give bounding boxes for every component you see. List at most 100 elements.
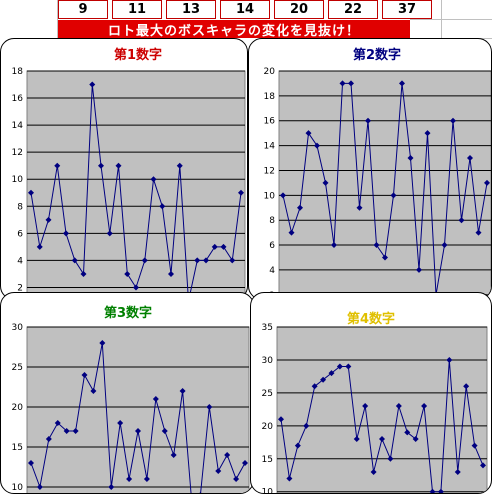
data-point [238,189,244,196]
chart-svg-4: 第4数字 10 15 20 25 30 35 [262,311,488,494]
number-cell[interactable]: 37 [382,0,432,19]
y-tick-label: 4 [17,256,23,266]
data-point [294,442,301,449]
data-point [348,80,354,87]
data-point [458,217,465,224]
data-point [63,428,70,434]
chart-title: 第4数字 [347,311,395,327]
data-point [90,388,97,394]
y-tick-label: 20 [262,422,274,432]
data-point [106,230,113,237]
data-point [229,257,236,264]
y-tick-label: 15 [262,455,273,465]
data-point [288,229,295,236]
data-point [303,422,310,429]
data-point [390,192,397,199]
number-cell[interactable]: 9 [58,0,108,19]
data-point [322,179,329,186]
data-point [446,356,453,363]
data-point [89,81,96,88]
data-point [421,403,428,410]
y-tick-label: 10 [262,488,274,494]
data-point [382,254,388,261]
data-point [80,270,87,277]
number-cell[interactable]: 20 [274,0,324,19]
data-point [161,428,168,434]
data-point [45,436,52,442]
data-point [278,416,284,423]
data-point [362,403,369,410]
data-point [345,363,352,370]
data-point [54,162,61,169]
data-point [36,484,43,490]
data-point [206,404,213,410]
data-point [480,462,486,469]
data-point [353,436,360,442]
y-tick-label: 20 [264,67,276,77]
number-cell[interactable]: 14 [220,0,270,19]
data-point [28,189,34,196]
data-point [54,420,61,426]
data-point [339,80,346,87]
y-tick-label: 12 [12,148,23,158]
chart-panel-2[interactable]: 第2数字2468101214161820 [248,38,492,300]
data-point [233,476,240,482]
chart-panel-3[interactable]: 第3数字 10 15 20 25 30 [0,292,254,494]
data-point [331,242,337,249]
y-tick-label: 16 [264,117,276,127]
data-point [71,257,78,264]
data-point [399,80,405,87]
y-tick-label: 14 [12,121,24,131]
data-point [280,192,286,199]
data-point [98,162,104,169]
y-tick-label: 15 [12,443,23,453]
number-cell[interactable]: 11 [112,0,162,19]
data-point [150,176,157,183]
y-tick-label: 35 [262,323,273,333]
data-point [143,476,150,482]
data-point [424,130,431,137]
data-point [124,270,131,277]
data-point [454,468,461,475]
data-point [450,117,456,124]
data-point [224,452,231,458]
data-point [72,428,79,434]
chart-title: 第2数字 [353,47,401,63]
data-point [117,420,124,426]
chart-svg-2: 第2数字2468101214161820 [264,47,491,299]
number-cell[interactable]: 13 [166,0,216,19]
y-tick-label: 6 [269,241,275,251]
data-point [168,270,174,277]
y-tick-label: 4 [269,266,275,276]
y-tick-label: 25 [12,363,23,373]
data-point [115,162,122,169]
data-point [297,204,303,211]
data-point [199,492,202,493]
data-point [63,230,69,237]
data-point [484,179,490,186]
data-point [387,455,394,462]
data-point [407,155,414,162]
y-tick-label: 16 [12,94,24,104]
y-tick-label: 25 [262,389,273,399]
y-tick-label: 10 [12,483,24,493]
banner-title[interactable]: ロト最大のボスキャラの変化を見抜け！ [58,20,410,39]
data-point [159,203,166,210]
data-point [467,155,473,162]
y-tick-label: 10 [264,191,276,201]
y-tick-label: 2 [17,283,23,293]
chart-panel-1[interactable]: 第1数字 2 4 6 8 10 12 14 16 18 [0,38,248,300]
data-point [314,142,320,149]
y-tick-label: 8 [17,202,23,212]
data-point [356,204,363,211]
y-tick-label: 10 [12,175,24,185]
number-cell[interactable]: 22 [328,0,378,19]
plot-area [278,70,491,299]
sheet-gridline [441,0,442,40]
data-point [45,216,52,223]
chart-panel-4[interactable]: 第4数字 10 15 20 25 30 35 [250,292,492,494]
data-point [365,117,371,124]
data-point [404,429,411,436]
y-tick-label: 6 [17,229,23,239]
data-point [475,229,482,236]
